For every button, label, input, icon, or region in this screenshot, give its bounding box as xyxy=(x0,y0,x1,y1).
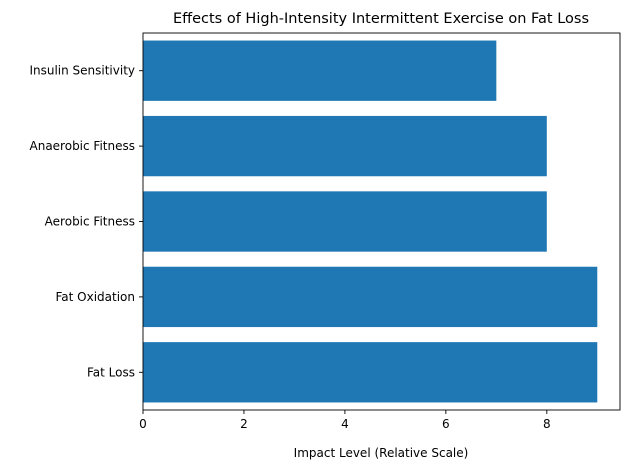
y-axis-ticks: Fat Loss Fat Oxidation Aerobic Fitness Anae… xyxy=(29,64,143,379)
x-axis-ticks: 0 2 4 6 8 xyxy=(139,410,551,431)
bar-fat-oxidation xyxy=(143,266,598,328)
chart-title: Effects of High-Intensity Intermittent E… xyxy=(173,11,589,27)
x-tick-label: 2 xyxy=(240,417,248,431)
y-tick-label: Fat Oxidation xyxy=(55,290,135,304)
y-tick-label: Insulin Sensitivity xyxy=(29,64,135,78)
y-tick-label: Fat Loss xyxy=(87,365,135,379)
x-tick-label: 6 xyxy=(442,417,450,431)
bar-fat-loss xyxy=(143,342,598,403)
y-tick-label: Anaerobic Fitness xyxy=(30,139,136,153)
x-tick-label: 0 xyxy=(139,417,147,431)
bar-anaerobic-fitness xyxy=(143,115,547,177)
x-axis-label: Impact Level (Relative Scale) xyxy=(294,446,469,460)
y-tick-label: Aerobic Fitness xyxy=(45,215,135,229)
x-tick-label: 4 xyxy=(341,417,349,431)
bars-group xyxy=(143,40,598,403)
x-tick-label: 8 xyxy=(543,417,551,431)
plot-frame xyxy=(142,32,621,411)
bar-aerobic-fitness xyxy=(143,191,547,252)
bar-insulin-sensitivity xyxy=(143,40,497,101)
